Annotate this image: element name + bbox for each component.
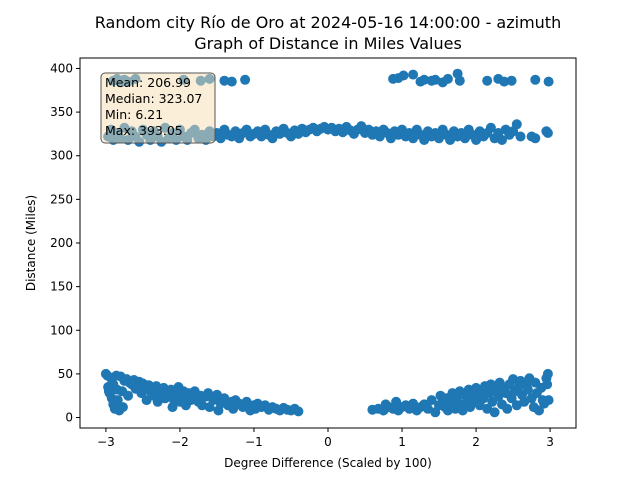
x-tick-label: −2: [171, 435, 189, 449]
data-point: [398, 70, 409, 81]
y-tick-label: 0: [65, 411, 73, 425]
data-point: [419, 135, 430, 145]
data-point: [530, 74, 541, 85]
x-tick-label: 3: [546, 435, 554, 449]
stats-box: Mean: 206.99 Median: 323.07 Min: 6.21 Ma…: [100, 72, 216, 144]
y-tick-label: 150: [50, 280, 73, 294]
data-point: [454, 75, 465, 86]
data-point: [534, 405, 544, 416]
data-point: [515, 131, 526, 142]
data-point: [422, 403, 433, 414]
data-point: [123, 390, 134, 401]
data-point: [482, 75, 493, 86]
y-axis-ticks: 0 50 100 150 200 250 300 350 400: [50, 61, 80, 425]
data-point: [442, 73, 453, 84]
data-point: [219, 75, 230, 86]
data-point: [460, 133, 470, 144]
data-points: [100, 68, 554, 418]
data-point: [499, 76, 510, 87]
data-point: [542, 368, 553, 379]
x-axis-ticks: −3 −2 −1 0 1 2 3: [97, 428, 554, 449]
data-point: [117, 402, 128, 413]
y-tick-label: 400: [50, 61, 73, 75]
data-point: [493, 391, 504, 402]
data-point: [197, 400, 208, 411]
data-point: [506, 75, 517, 86]
y-tick-label: 300: [50, 149, 73, 163]
data-point: [489, 407, 500, 418]
data-point: [212, 389, 222, 400]
x-tick-label: 0: [324, 435, 332, 449]
x-tick-label: 1: [398, 435, 406, 449]
y-tick-label: 100: [50, 323, 73, 337]
data-point: [522, 384, 533, 395]
data-point: [482, 403, 493, 414]
data-point: [293, 406, 304, 417]
data-point: [445, 135, 456, 145]
data-point: [434, 133, 444, 144]
y-tick-label: 250: [50, 192, 73, 206]
data-point: [485, 122, 496, 133]
data-point: [502, 403, 513, 414]
data-point: [497, 135, 507, 145]
x-tick-label: 2: [472, 435, 480, 449]
data-point: [484, 388, 495, 399]
data-point: [141, 395, 152, 406]
data-point: [511, 400, 522, 411]
x-axis-label: Degree Difference (Scaled by 100): [224, 456, 432, 470]
data-point: [152, 396, 163, 407]
data-point: [408, 133, 419, 144]
data-point: [542, 128, 553, 138]
stats-min: Min: 6.21: [105, 107, 163, 122]
stats-max: Max: 393.05: [105, 123, 183, 138]
y-tick-label: 50: [58, 367, 73, 381]
x-tick-label: −1: [245, 435, 263, 449]
data-point: [519, 396, 530, 407]
data-point: [542, 379, 553, 390]
data-point: [530, 133, 541, 144]
data-point: [426, 395, 437, 406]
y-tick-label: 350: [50, 105, 73, 119]
y-tick-label: 200: [50, 236, 73, 250]
data-point: [543, 395, 554, 406]
stats-median: Median: 323.07: [105, 91, 202, 106]
x-tick-label: −3: [97, 435, 115, 449]
y-axis-label: Distance (Miles): [24, 195, 38, 291]
data-point: [241, 396, 252, 407]
data-point: [408, 69, 419, 80]
chart-title: Random city Río de Oro at 2024-05-16 14:…: [95, 13, 561, 32]
chart-subtitle: Graph of Distance in Miles Values: [194, 34, 462, 53]
data-point: [112, 395, 123, 406]
stats-box-background: [100, 72, 216, 144]
data-point: [471, 135, 482, 145]
data-point: [240, 74, 251, 85]
data-point: [419, 74, 430, 85]
data-point: [511, 119, 522, 130]
data-point: [543, 76, 554, 87]
stats-mean: Mean: 206.99: [105, 75, 191, 90]
data-point: [215, 133, 226, 144]
data-point: [226, 76, 237, 87]
data-point: [203, 388, 214, 399]
